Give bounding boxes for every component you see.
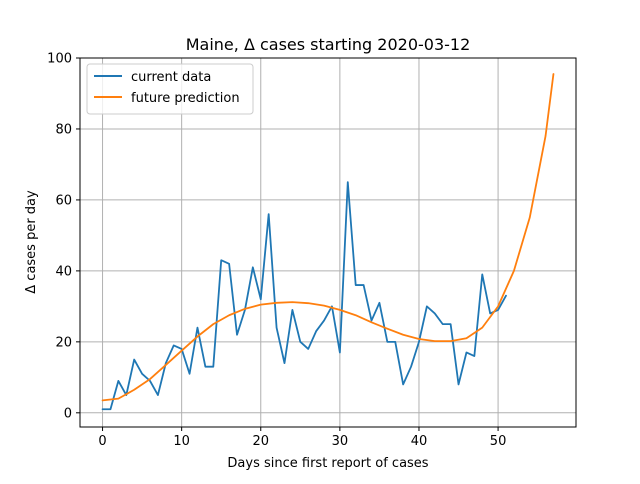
x-tick-label: 30 <box>332 434 349 449</box>
x-tick-label: 40 <box>411 434 428 449</box>
x-tick-label: 50 <box>490 434 507 449</box>
series-line-future-prediction <box>101 73 555 402</box>
legend: current data future prediction <box>86 63 254 115</box>
x-axis-label: Days since first report of cases <box>227 456 428 471</box>
y-tick-label: 40 <box>55 264 72 279</box>
y-tick-label: 80 <box>55 122 72 137</box>
legend-label-future-prediction: future prediction <box>131 91 240 106</box>
y-tick-label: 100 <box>47 52 72 67</box>
series-layer <box>101 73 555 411</box>
series-line-current-data <box>101 181 507 411</box>
plot-frame <box>79 57 577 428</box>
y-tick-label: 60 <box>55 193 72 208</box>
legend-box <box>86 63 254 115</box>
x-tick-label: 20 <box>252 434 269 449</box>
x-tick-label: 0 <box>98 434 106 449</box>
y-tick-label: 0 <box>64 406 72 421</box>
chart-title: Maine, Δ cases starting 2020-03-12 <box>186 35 471 54</box>
y-axis-label: Δ cases per day <box>24 190 39 294</box>
legend-label-current-data: current data <box>131 70 211 85</box>
x-tick-label: 10 <box>173 434 190 449</box>
plot-area <box>80 58 576 427</box>
y-tick-label: 20 <box>55 335 72 350</box>
tick-layer: 0 10 20 30 40 50 0 20 40 60 80 100 <box>47 52 506 450</box>
